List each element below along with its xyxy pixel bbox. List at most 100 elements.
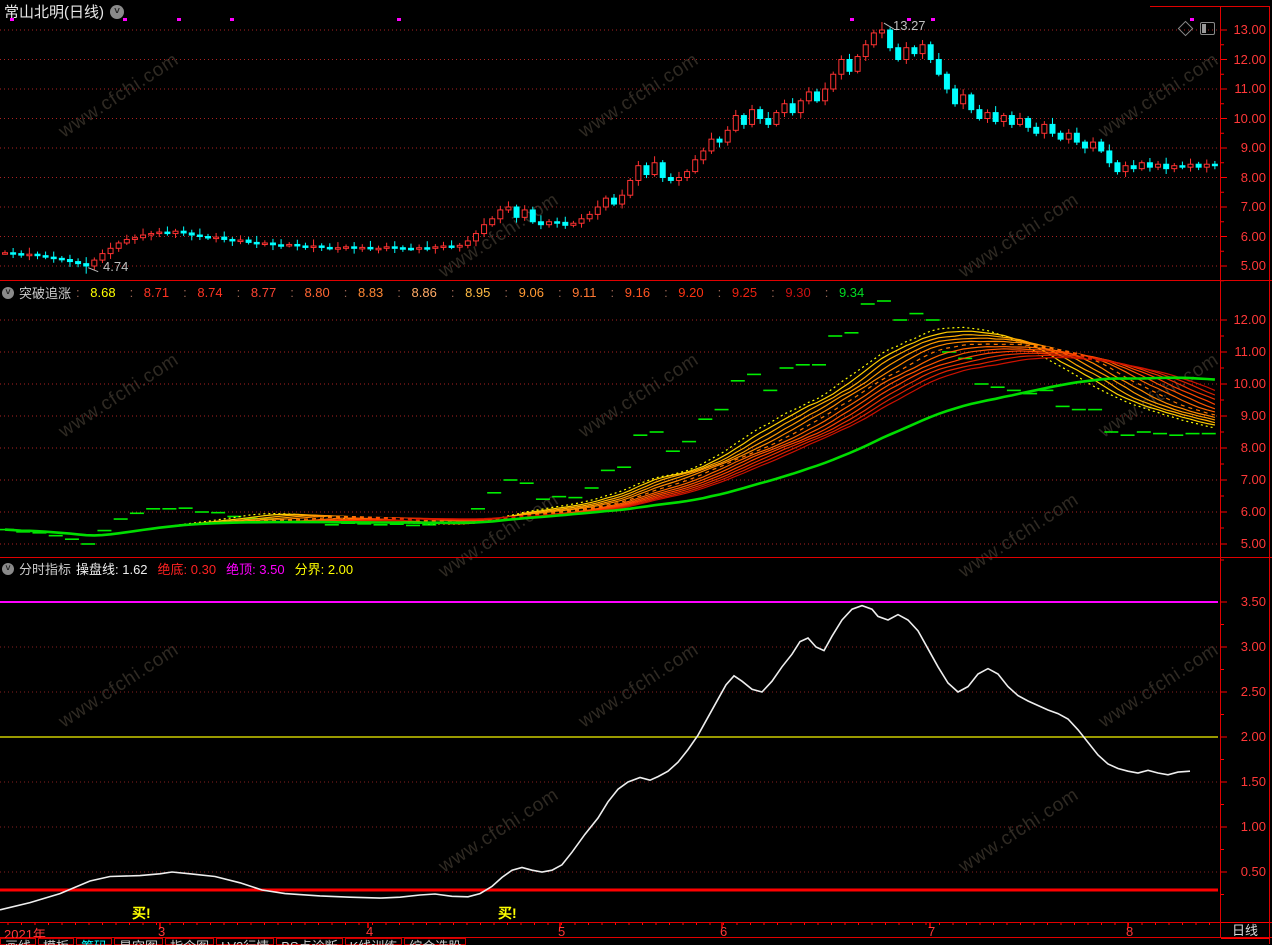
indicator1-value: : 8.68	[76, 285, 116, 300]
chart-corner-tools	[1177, 20, 1215, 37]
panel-toggle-icon[interactable]	[1200, 22, 1215, 35]
main-y-tick: 5.00	[1240, 258, 1266, 273]
indicator1-value: : 9.06	[504, 285, 544, 300]
panel-divider-1	[0, 280, 1272, 281]
low-price-label: 4.74	[103, 259, 129, 274]
main-y-tick: 12.00	[1233, 51, 1266, 67]
ind2-y-tick: 1.00	[1240, 819, 1266, 834]
indicator1-value: : 9.20	[664, 285, 704, 300]
x-axis-label: 4	[366, 924, 374, 939]
ind1-y-tick: 5.00	[1240, 536, 1266, 551]
status-bar-button[interactable]: 指令图	[165, 938, 215, 945]
x-axis-label: 3	[158, 924, 166, 939]
indicator1-value: : 8.86	[397, 285, 437, 300]
status-bar: 画线模板筹码星空图指令图LV2行情BS点诊断K线训练综合选股	[0, 938, 470, 945]
diamond-icon[interactable]	[1177, 20, 1194, 37]
status-bar-button[interactable]: BS点诊断	[276, 938, 343, 945]
grid-lines	[0, 29, 1218, 873]
indicator1-value: : 9.34	[824, 285, 865, 300]
signal-dot	[907, 18, 911, 21]
ind1-y-tick: 7.00	[1240, 472, 1266, 487]
axis-ticks	[7, 29, 1227, 928]
main-y-tick: 6.00	[1240, 228, 1266, 244]
indicator1-value: : 8.80	[290, 285, 330, 300]
ind2-y-tick: 3.00	[1240, 639, 1266, 654]
buy-signal-label: 买!	[132, 905, 151, 921]
indicator1-value: : 9.16	[610, 285, 651, 300]
indicator2-param: 绝顶: 3.50	[226, 562, 285, 577]
high-price-label: 13.27	[893, 18, 926, 33]
collapse-indicator2-icon[interactable]: ˅	[2, 562, 14, 575]
chevron-down-icon[interactable]: ˅	[110, 4, 124, 19]
signal-dot	[850, 18, 854, 21]
panel-divider-2	[0, 557, 1272, 558]
x-axis-label: 5	[558, 924, 566, 939]
indicator1-name: 突破追涨	[19, 286, 72, 301]
signal-dot	[230, 18, 234, 21]
indicator1-plot	[0, 300, 1216, 545]
status-bar-button[interactable]: 模板	[38, 938, 75, 945]
buy-signal-label: 买!	[498, 905, 517, 921]
ind1-y-tick: 10.00	[1233, 376, 1266, 391]
top-border-line	[1150, 6, 1270, 7]
main-y-tick: 10.00	[1233, 110, 1266, 126]
indicator2-param: 操盘线: 1.62	[76, 562, 148, 577]
indicator1-value: : 8.95	[450, 285, 491, 300]
indicator1-value: : 9.11	[557, 285, 597, 300]
indicator1-value: : 8.74	[183, 285, 223, 300]
signal-dot	[397, 18, 401, 21]
x-axis-label: 8	[1126, 924, 1134, 939]
candlesticks	[2, 22, 1218, 274]
status-bar-button[interactable]: 综合选股	[404, 938, 467, 945]
signal-dot	[1190, 18, 1194, 21]
status-bar-button[interactable]: 画线	[0, 938, 37, 945]
status-bar-button[interactable]: 星空图	[114, 938, 164, 945]
ind1-y-tick: 12.00	[1233, 312, 1266, 327]
ind2-y-tick: 0.50	[1240, 864, 1266, 879]
signal-dot	[177, 18, 181, 21]
collapse-indicator1-icon[interactable]: ˅	[2, 286, 14, 299]
main-y-tick: 8.00	[1240, 169, 1266, 185]
ind2-y-tick: 1.50	[1240, 774, 1266, 789]
ind2-y-tick: 3.50	[1240, 594, 1266, 609]
indicator1-value: : 9.25	[717, 285, 758, 300]
indicator2-param: 分界: 2.00	[294, 562, 354, 577]
status-divider-line	[0, 937, 1272, 938]
indicator1-values: : 8.68: 8.71: 8.74: 8.77: 8.80: 8.83: 8.…	[76, 285, 878, 300]
signal-dot	[10, 18, 14, 21]
right-border-line	[1269, 6, 1270, 944]
ind1-y-tick: 8.00	[1240, 440, 1266, 455]
title-bar: 常山北明(日线) ˅	[4, 1, 124, 22]
indicator2-plot	[0, 601, 1218, 911]
signal-dot	[931, 18, 935, 21]
status-bar-button[interactable]: LV2行情	[216, 938, 275, 945]
axis-border-line	[1220, 6, 1221, 937]
x-axis-label: 6	[720, 924, 728, 939]
main-y-tick: 13.00	[1233, 22, 1266, 37]
status-bar-button[interactable]: K线训练	[344, 938, 403, 945]
indicator2-header: ˅ 分时指标 操盘线: 1.62 绝底: 0.30 绝顶: 3.50 分界: 2.00	[2, 559, 363, 578]
signal-dot	[123, 18, 127, 21]
ind1-y-tick: 11.00	[1234, 344, 1266, 359]
indicator2-name: 分时指标	[19, 562, 72, 577]
main-y-tick: 7.00	[1240, 199, 1266, 214]
ind1-y-tick: 9.00	[1240, 408, 1266, 423]
period-selector[interactable]: 日线	[1221, 922, 1269, 939]
x-axis-line	[0, 922, 1272, 923]
status-bar-button[interactable]: 筹码	[76, 938, 113, 945]
indicator1-header: ˅ 突破追涨 : 8.68: 8.71: 8.74: 8.77: 8.80: 8…	[2, 283, 878, 302]
ind1-y-tick: 6.00	[1240, 504, 1266, 519]
indicator2-params: 操盘线: 1.62 绝底: 0.30 绝顶: 3.50 分界: 2.00	[76, 559, 363, 578]
x-axis-label: 7	[928, 924, 936, 939]
indicator2-param: 绝底: 0.30	[157, 562, 217, 577]
page-title: 常山北明(日线)	[4, 4, 104, 21]
ind2-y-tick: 2.50	[1240, 684, 1266, 699]
indicator1-value: : 8.83	[343, 285, 384, 300]
main-y-tick: 9.00	[1240, 140, 1266, 155]
indicator1-value: : 9.30	[771, 285, 811, 300]
indicator1-value: : 8.71	[129, 285, 170, 300]
main-y-tick: 11.00	[1234, 81, 1266, 96]
ind2-y-tick: 2.00	[1240, 729, 1266, 744]
